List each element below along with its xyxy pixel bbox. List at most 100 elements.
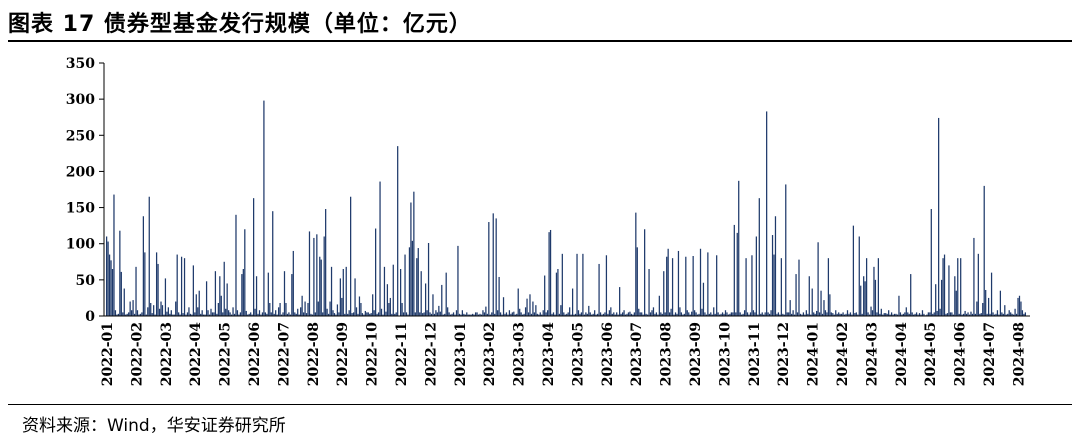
bar	[200, 313, 202, 316]
bar	[226, 283, 228, 316]
bar	[898, 295, 900, 316]
bar	[814, 313, 816, 316]
bar	[877, 258, 879, 316]
source-note: 资料来源：Wind，华安证券研究所	[22, 416, 286, 436]
bar	[248, 313, 250, 316]
bar	[457, 245, 459, 316]
bar	[711, 314, 713, 316]
bar	[674, 312, 677, 316]
bar	[849, 312, 852, 316]
bar	[164, 278, 167, 316]
bar	[951, 312, 953, 316]
bar	[786, 312, 788, 316]
bar	[236, 310, 239, 316]
bar	[827, 258, 830, 316]
bar	[838, 312, 840, 316]
bar	[377, 312, 380, 316]
bar	[449, 314, 452, 316]
bar	[444, 313, 446, 316]
bar	[339, 278, 341, 316]
bar	[167, 307, 169, 316]
bar	[645, 313, 647, 316]
bar	[423, 312, 425, 316]
bar	[438, 305, 440, 316]
bar	[842, 312, 844, 316]
bar	[743, 310, 746, 316]
bar	[776, 313, 778, 316]
bar	[126, 313, 128, 316]
bar	[241, 274, 243, 316]
bar	[277, 307, 280, 316]
bar	[592, 313, 594, 316]
bar	[883, 313, 885, 316]
bar	[447, 307, 449, 316]
bar	[235, 214, 237, 316]
bar	[517, 288, 519, 316]
bar	[754, 312, 756, 316]
bar	[870, 306, 872, 316]
bar	[542, 310, 544, 316]
x-tick-label: 2024-03	[864, 322, 880, 386]
bar	[138, 314, 140, 316]
bar	[494, 313, 496, 316]
bar	[242, 269, 244, 316]
bar	[763, 314, 765, 316]
bar	[345, 266, 347, 316]
bar	[298, 314, 300, 316]
bar	[260, 314, 262, 316]
bar	[777, 312, 780, 316]
bar	[216, 313, 218, 316]
bar	[929, 312, 931, 316]
bar	[123, 288, 125, 316]
bar	[573, 314, 575, 316]
bar	[383, 266, 386, 316]
x-tick-label: 2022-01	[100, 322, 116, 386]
x-tick-label: 2022-12	[423, 322, 439, 386]
bar	[957, 258, 959, 316]
bar	[541, 314, 543, 316]
bar	[154, 314, 156, 316]
bar	[889, 314, 891, 316]
bar	[357, 313, 359, 316]
bar	[986, 313, 988, 316]
bar	[208, 314, 211, 316]
bar	[888, 310, 890, 316]
bar	[264, 312, 267, 316]
y-tick-label: 0	[85, 309, 95, 325]
bar	[586, 313, 588, 316]
x-tick-label: 2022-08	[306, 322, 322, 386]
bar	[355, 307, 358, 316]
bar	[591, 314, 593, 316]
bar	[782, 313, 784, 316]
bar	[680, 312, 683, 316]
bar	[329, 301, 331, 316]
bar	[272, 211, 274, 316]
bar	[1018, 295, 1021, 316]
bar	[971, 313, 974, 316]
bar	[342, 269, 344, 316]
bar	[375, 228, 377, 316]
bar	[295, 313, 297, 316]
bar	[855, 312, 857, 316]
bar	[354, 278, 356, 316]
bar	[401, 302, 403, 316]
bar	[258, 310, 261, 316]
bar	[921, 310, 924, 316]
bar	[816, 310, 818, 316]
bar	[826, 312, 828, 316]
bar	[294, 312, 296, 316]
bar	[479, 313, 481, 316]
y-tick-label: 200	[66, 164, 95, 180]
bar	[474, 312, 477, 316]
bar	[945, 313, 947, 316]
bar	[173, 314, 175, 316]
bar	[426, 310, 428, 316]
bar	[520, 312, 522, 316]
bar	[813, 312, 815, 316]
bar	[880, 308, 882, 316]
bar	[692, 256, 694, 316]
bar	[363, 314, 365, 316]
bar	[596, 313, 599, 316]
x-tick-label: 2024-05	[923, 322, 939, 386]
bar	[651, 310, 653, 316]
